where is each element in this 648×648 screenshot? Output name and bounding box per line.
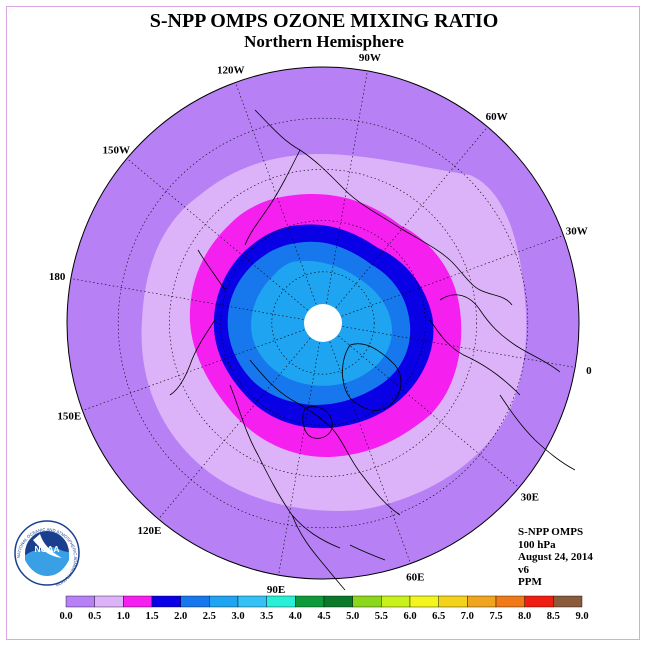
colorbar-swatch xyxy=(180,595,210,608)
colorbar-swatch xyxy=(495,595,525,608)
colorbar-tick-label: 3.0 xyxy=(231,611,244,622)
meridian-line xyxy=(341,235,564,317)
colorbar-tick-label: 7.0 xyxy=(461,611,474,622)
longitude-label: 180 xyxy=(49,271,66,283)
meridian-line xyxy=(82,329,305,411)
longitude-label: 90E xyxy=(267,584,285,596)
colorbar-tick-label: 2.5 xyxy=(203,611,216,622)
colorbar-tick-label: 7.5 xyxy=(489,611,502,622)
meridian-line xyxy=(70,278,304,320)
colorbar-tick-label: 6.0 xyxy=(403,611,416,622)
longitude-labels: 90E 60E 30E 0 30W 60W 90W 120W 150W 180 150E 120E xyxy=(49,52,592,596)
longitude-label: 120W xyxy=(217,64,245,76)
longitude-label: 150W xyxy=(102,144,130,156)
longitude-label: 60W xyxy=(486,111,508,123)
colorbar-swatch xyxy=(409,595,439,608)
meridian-line xyxy=(126,158,308,311)
colorbar-swatch xyxy=(123,595,153,608)
colorbar-swatch xyxy=(295,595,325,608)
meridian-line xyxy=(235,82,317,305)
colorbar-tick-label: 1.0 xyxy=(117,611,130,622)
latitude-circle xyxy=(117,117,529,529)
colorbar-swatch xyxy=(209,595,239,608)
colorbar-swatch xyxy=(323,595,353,608)
colorbar-tick-label: 0.5 xyxy=(88,611,101,622)
colorbar-swatch xyxy=(237,595,267,608)
colorbar-tick-label: 6.5 xyxy=(432,611,445,622)
colorbar-swatch xyxy=(438,595,468,608)
longitude-label: 30W xyxy=(566,226,588,238)
coastlines xyxy=(169,109,576,591)
colorbar-tick-label: 3.5 xyxy=(260,611,273,622)
map-title: S-NPP OMPS OZONE MIXING RATIO xyxy=(149,10,499,32)
meridian-line xyxy=(158,338,311,520)
info-units: PPM xyxy=(518,576,542,588)
meridian-line xyxy=(326,70,368,304)
colorbar-swatch xyxy=(467,595,497,608)
colorbar-swatch xyxy=(553,595,583,608)
meridian-line xyxy=(335,126,488,308)
colorbar-tick-label: 4.5 xyxy=(317,611,330,622)
info-level: 100 hPa xyxy=(518,538,556,551)
colorbar-tick-label: 8.0 xyxy=(518,611,531,622)
graticule xyxy=(70,70,576,576)
colorbar-tick-label: 5.5 xyxy=(375,611,388,622)
colorbar-tick-label: 0.0 xyxy=(59,611,72,622)
colorbar-tick-label: 8.5 xyxy=(547,611,560,622)
map-border xyxy=(66,66,580,580)
longitude-label: 60E xyxy=(406,572,424,584)
latitude-circle xyxy=(271,271,375,375)
logo-wave xyxy=(25,546,69,576)
map-subtitle: Northern Hemisphere xyxy=(244,32,404,51)
colorbar-swatch xyxy=(266,595,296,608)
longitude-label: 30E xyxy=(521,492,539,504)
latitude-circle xyxy=(220,220,426,426)
info-instrument: S-NPP OMPS xyxy=(518,526,584,538)
longitude-label: 120E xyxy=(137,525,161,537)
logo-bird xyxy=(33,534,62,558)
info-version: v6 xyxy=(518,563,529,576)
colorbar-swatch xyxy=(94,595,124,608)
longitude-label: 0 xyxy=(586,365,592,377)
meridian-line xyxy=(278,342,320,576)
meridian-line xyxy=(342,326,576,368)
figure-frame xyxy=(6,6,640,640)
colorbar-swatch xyxy=(151,595,181,608)
colorbar-tick-label: 1.5 xyxy=(145,611,158,622)
meridian-line xyxy=(329,341,411,564)
longitude-label: 150E xyxy=(57,410,81,422)
colorbar-tick-label: 4.0 xyxy=(289,611,302,622)
colorbar-swatch xyxy=(352,595,382,608)
colorbar-swatch xyxy=(65,595,95,608)
longitude-label: 90W xyxy=(359,52,381,64)
polar-gap xyxy=(304,304,342,342)
colorbar-swatch xyxy=(524,595,554,608)
colorbar-tick-label: 5.0 xyxy=(346,611,359,622)
latitude-circle xyxy=(169,169,477,477)
meridian-line xyxy=(338,335,520,488)
colorbar-tick-label: 9.0 xyxy=(575,611,588,622)
info-date: August 24, 2014 xyxy=(518,551,593,563)
info-block: S-NPP OMPS 100 hPa August 24, 2014 v6 PP… xyxy=(518,526,593,589)
ozone-field xyxy=(67,67,579,579)
colorbar-tick-label: 2.0 xyxy=(174,611,187,622)
colorbar-swatch xyxy=(381,595,411,608)
logo-text: NOAA xyxy=(34,544,59,554)
